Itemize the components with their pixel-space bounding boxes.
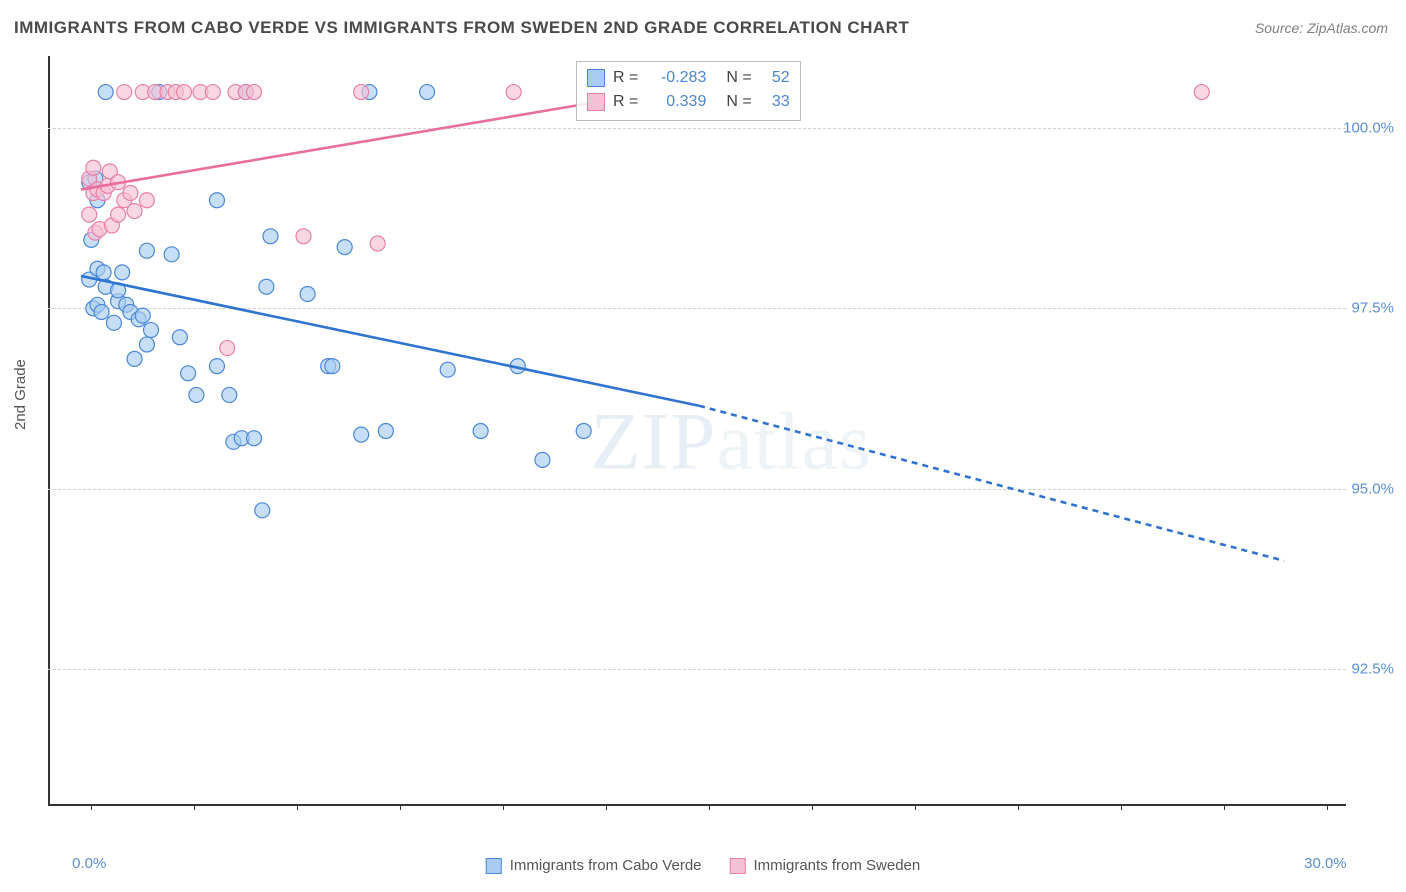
chart-svg — [48, 56, 1346, 806]
swatch-cabo-icon — [587, 69, 605, 87]
n-label: N = — [726, 90, 751, 114]
source-label: Source: ZipAtlas.com — [1255, 20, 1388, 36]
y-tick-label: 100.0% — [1343, 120, 1394, 137]
n-value-sweden: 33 — [760, 90, 790, 114]
r-label: R = — [613, 90, 638, 114]
stats-row-sweden: R = 0.339 N = 33 — [587, 90, 790, 114]
legend-label-sweden: Immigrants from Sweden — [754, 857, 921, 874]
n-value-cabo: 52 — [760, 66, 790, 90]
legend-item-cabo: Immigrants from Cabo Verde — [486, 857, 702, 874]
chart-title: IMMIGRANTS FROM CABO VERDE VS IMMIGRANTS… — [14, 18, 909, 38]
n-label: N = — [726, 66, 751, 90]
y-tick-label: 92.5% — [1351, 660, 1394, 677]
legend-label-cabo: Immigrants from Cabo Verde — [510, 857, 702, 874]
x-tick-label: 30.0% — [1304, 855, 1347, 872]
swatch-cabo-icon — [486, 858, 502, 874]
x-tick-label: 0.0% — [72, 855, 106, 872]
y-tick-label: 97.5% — [1351, 300, 1394, 317]
y-axis-label: 2nd Grade — [12, 359, 29, 430]
r-label: R = — [613, 66, 638, 90]
r-value-cabo: -0.283 — [646, 66, 706, 90]
swatch-sweden-icon — [587, 93, 605, 111]
stats-row-cabo: R = -0.283 N = 52 — [587, 66, 790, 90]
legend-item-sweden: Immigrants from Sweden — [730, 857, 921, 874]
swatch-sweden-icon — [730, 858, 746, 874]
r-value-sweden: 0.339 — [646, 90, 706, 114]
y-tick-label: 95.0% — [1351, 480, 1394, 497]
stats-legend-box: R = -0.283 N = 52 R = 0.339 N = 33 — [576, 61, 801, 121]
legend-bottom: Immigrants from Cabo Verde Immigrants fr… — [486, 857, 920, 874]
